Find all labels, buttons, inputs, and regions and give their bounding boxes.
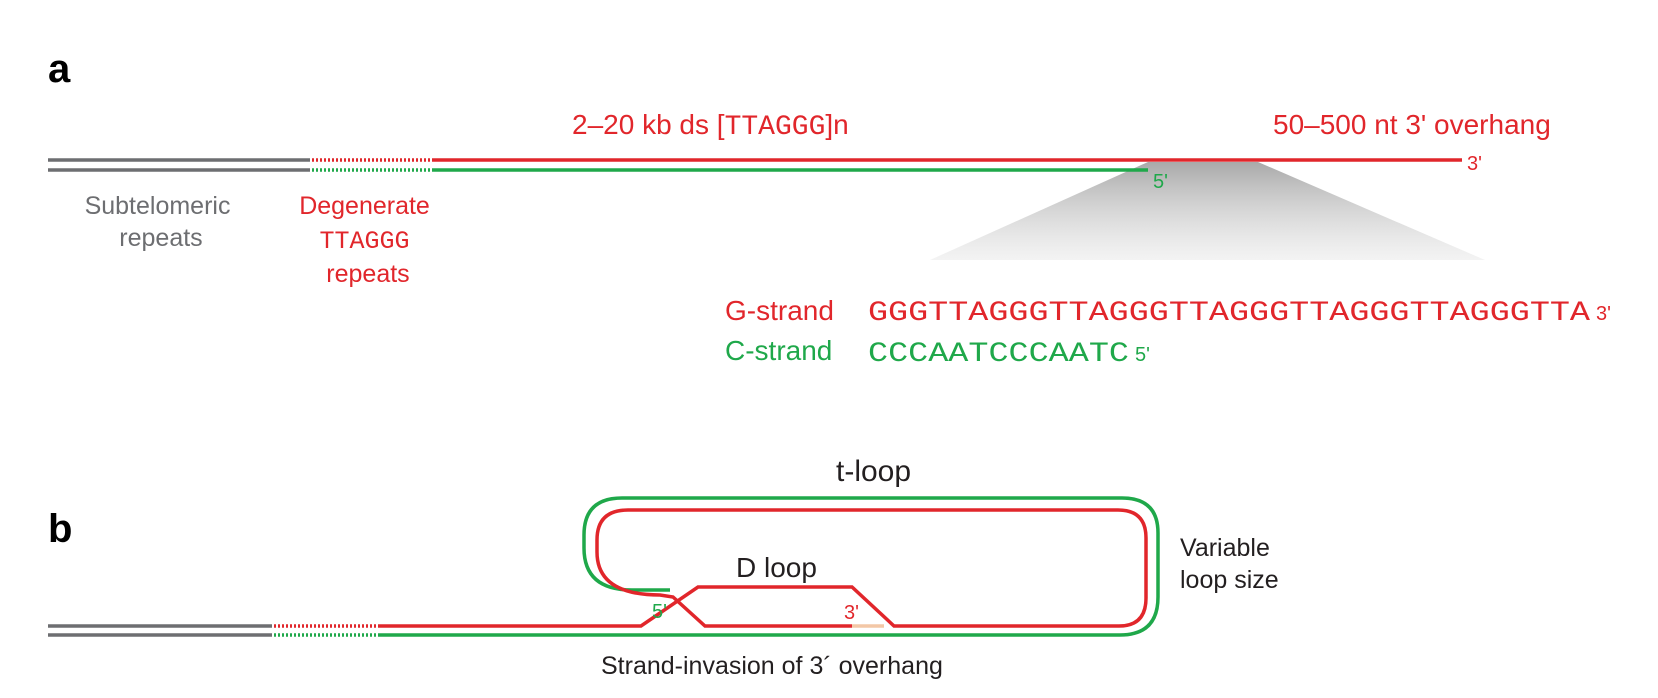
g-strand-label: G-strand (725, 295, 834, 326)
degenerate-strands-b (274, 624, 378, 637)
t-loop-c-strand (378, 496, 1160, 637)
t-loop-label: t-loop (836, 455, 911, 488)
d-loop-label: D loop (736, 552, 817, 583)
c-strand-label: C-strand (725, 335, 832, 366)
g-strand-3prime-end: 3' (1467, 153, 1482, 175)
c-strand-sequence: CCCAATCCCAATC 5' (868, 339, 1150, 370)
zoom-wedge (930, 162, 1485, 260)
strand-invasion-label: Strand-invasion of 3´ overhang (601, 652, 943, 680)
panel-a-label: a (48, 47, 71, 91)
overhang-label: 50–500 nt 3' overhang (1273, 109, 1551, 140)
d-loop-3prime-end: 3' (844, 602, 859, 624)
subtelomeric-strands-b (48, 624, 272, 637)
subtelomeric-label: Subtelomeric repeats (85, 192, 238, 252)
subtelomeric-repeats-strands (48, 158, 310, 172)
variable-loop-label: Variable loop size (1180, 534, 1279, 594)
degenerate-label: Degenerate TTAGGG repeats (299, 192, 437, 288)
g-strand-sequence: GGGTTAGGGTTAGGGTTAGGGTTAGGGTTAGGGTTA 3' (868, 298, 1611, 329)
c-strand-5prime-end: 5' (1153, 171, 1168, 193)
ds-repeat-label: 2–20 kb ds [TTAGGG]n (572, 109, 849, 143)
t-loop-g-strand (378, 508, 1148, 628)
panel-b-label: b (48, 507, 72, 551)
d-loop-5prime-end: 5' (652, 601, 667, 623)
degenerate-repeats-strands (312, 158, 432, 172)
